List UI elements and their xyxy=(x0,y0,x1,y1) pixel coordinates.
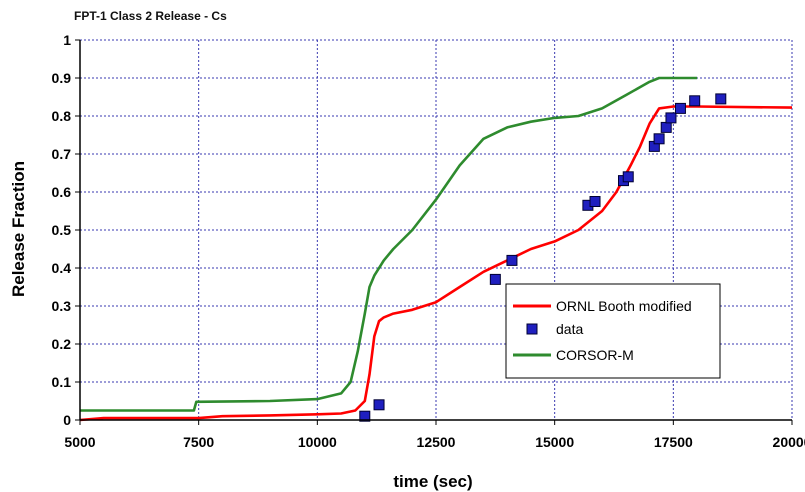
y-tick-label: 0 xyxy=(63,412,71,428)
x-tick-label: 20000 xyxy=(773,434,805,450)
x-tick-label: 17500 xyxy=(654,434,693,450)
x-tick-label: 12500 xyxy=(417,434,456,450)
y-tick-label: 0.3 xyxy=(52,298,72,314)
data-point xyxy=(589,196,601,207)
legend-label-corsor: CORSOR-M xyxy=(556,347,634,363)
data-point xyxy=(689,95,701,107)
y-tick-label: 0.9 xyxy=(52,70,72,86)
data-point xyxy=(665,112,677,124)
legend-label-ornl: ORNL Booth modified xyxy=(556,298,692,314)
chart-title: FPT-1 Class 2 Release - Cs xyxy=(74,9,227,23)
y-tick-label: 0.8 xyxy=(52,108,72,124)
data-point xyxy=(489,273,501,285)
y-tick-label: 0.2 xyxy=(52,336,72,352)
x-tick-label: 15000 xyxy=(535,434,574,450)
legend: ORNL Booth modified data CORSOR-M xyxy=(505,283,721,379)
data-point xyxy=(660,121,672,133)
x-axis-label: time (sec) xyxy=(393,472,472,491)
y-tick-label: 0.1 xyxy=(52,374,72,390)
x-tick-label: 5000 xyxy=(64,434,95,450)
y-tick-label: 0.6 xyxy=(52,184,72,200)
legend-box xyxy=(505,283,721,379)
series-line-0 xyxy=(79,105,793,422)
data-point xyxy=(506,254,518,266)
data-point xyxy=(373,399,385,411)
series-layer xyxy=(79,76,793,422)
data-point xyxy=(653,133,665,145)
x-tick-label: 10000 xyxy=(298,434,337,450)
y-tick-label: 0.7 xyxy=(52,146,72,162)
legend-swatch-data xyxy=(526,323,538,335)
legend-label-data: data xyxy=(556,321,583,337)
y-tick-label: 0.5 xyxy=(52,222,72,238)
series-line-2 xyxy=(80,76,698,412)
x-tick-label: 7500 xyxy=(183,434,214,450)
y-tick-label: 0.4 xyxy=(52,260,72,276)
y-tick-label: 1 xyxy=(63,32,71,48)
data-point xyxy=(674,102,686,114)
data-point xyxy=(622,171,634,183)
data-point xyxy=(359,410,371,422)
data-point xyxy=(715,93,727,105)
y-axis-label: Release Fraction xyxy=(9,161,28,297)
